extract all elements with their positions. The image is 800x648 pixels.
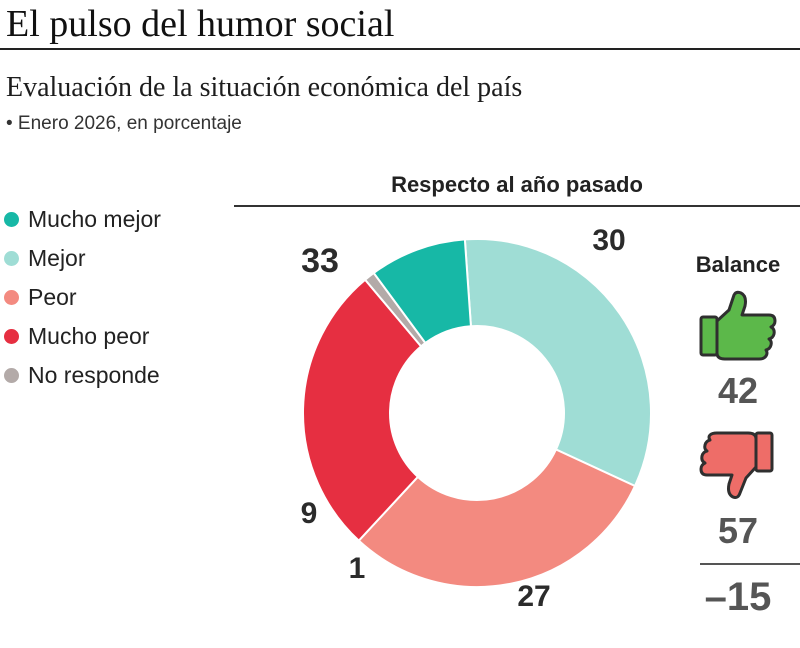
balance-title: Balance	[695, 252, 781, 277]
legend-swatch	[4, 212, 19, 227]
data-label-no-responde: 1	[349, 552, 366, 585]
data-label-mejor: 33	[301, 242, 339, 280]
legend: Mucho mejor Mejor Peor Mucho peor No res…	[4, 200, 161, 395]
legend-label: Peor	[28, 284, 77, 310]
donut-slice-peor	[357, 448, 637, 588]
chart-note: • Enero 2026, en porcentaje	[6, 113, 242, 134]
balance-negative: 57	[717, 510, 759, 551]
chart-title: Respecto al año pasado	[391, 172, 643, 197]
legend-label: Mucho peor	[28, 323, 150, 349]
title-divider	[0, 48, 800, 50]
thumbs-up-icon	[699, 290, 777, 361]
data-label-mucho-peor: 27	[517, 580, 550, 613]
legend-swatch	[4, 251, 19, 266]
donut-slice-mucho-mejor	[372, 238, 472, 345]
page-title: El pulso del humor social	[6, 3, 395, 45]
donut-slice-mucho-peor	[302, 278, 423, 543]
legend-swatch	[4, 290, 19, 305]
legend-item-no-responde: No responde	[4, 356, 161, 395]
legend-item-peor: Peor	[4, 278, 161, 317]
balance-divider	[700, 563, 800, 565]
legend-label: Mejor	[28, 245, 86, 271]
legend-label: Mucho mejor	[28, 206, 161, 232]
legend-swatch	[4, 368, 19, 383]
legend-swatch	[4, 329, 19, 344]
data-label-peor: 30	[592, 224, 625, 257]
legend-item-mejor: Mejor	[4, 239, 161, 278]
donut-slice-mejor	[463, 238, 652, 488]
data-label-mucho-mejor: 9	[301, 497, 318, 530]
legend-label: No responde	[28, 362, 160, 388]
thumbs-down-icon	[699, 431, 774, 499]
chart-title-divider	[234, 205, 800, 207]
balance-net: –15	[704, 575, 772, 619]
legend-item-mucho-peor: Mucho peor	[4, 317, 161, 356]
balance-positive: 42	[717, 370, 759, 411]
legend-item-mucho-mejor: Mucho mejor	[4, 200, 161, 239]
chart-subtitle: Evaluación de la situación económica del…	[6, 72, 523, 103]
